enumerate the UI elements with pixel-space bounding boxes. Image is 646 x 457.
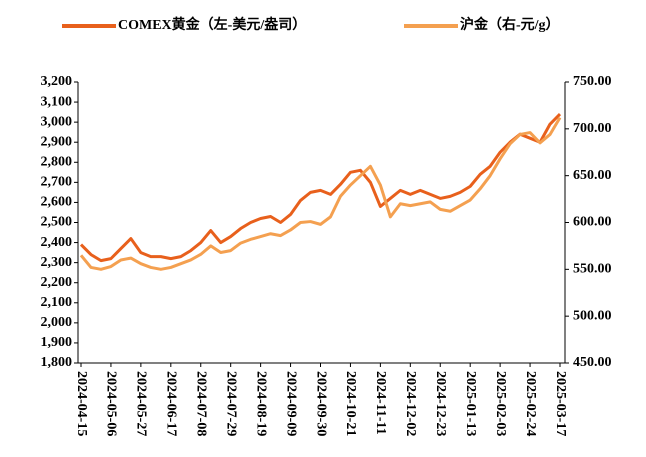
y-tick-label: 2,700 — [41, 175, 73, 190]
y2-tick-label: 500.00 — [573, 308, 612, 323]
x-tick-label: 2025-02-24 — [523, 371, 538, 436]
x-tick-label: 2024-05-06 — [104, 371, 119, 436]
x-tick-label: 2024-07-08 — [194, 371, 209, 436]
y2-tick-label: 450.00 — [573, 355, 612, 370]
x-tick-label: 2024-10-21 — [343, 371, 358, 436]
y-tick-label: 2,500 — [41, 215, 73, 230]
x-tick-label: 2024-07-29 — [223, 371, 238, 436]
y2-tick-label: 600.00 — [573, 215, 612, 230]
y-tick-label: 2,900 — [41, 134, 73, 149]
x-tick-label: 2025-01-13 — [463, 371, 478, 436]
x-tick-label: 2025-02-03 — [493, 371, 508, 436]
x-tick-label: 2025-03-17 — [553, 371, 568, 436]
y-tick-label: 3,000 — [41, 114, 73, 129]
y-tick-label: 2,300 — [41, 255, 73, 270]
series-line — [79, 116, 562, 271]
x-tick-label: 2024-06-17 — [164, 371, 179, 436]
y-tick-label: 2,100 — [41, 295, 73, 310]
y-tick-label: 1,900 — [41, 335, 73, 350]
x-tick-label: 2024-12-02 — [403, 371, 418, 436]
y-tick-label: 3,100 — [41, 94, 73, 109]
series-line — [79, 113, 562, 263]
x-tick-label: 2024-05-27 — [134, 371, 149, 436]
x-tick-label: 2024-11-11 — [373, 371, 388, 435]
x-tick-label: 2024-12-23 — [433, 371, 448, 436]
y-tick-label: 1,800 — [41, 355, 73, 370]
legend-label: COMEX黄金（左-美元/盎司） — [118, 16, 306, 33]
legend-label: 沪金（右-元/g） — [460, 16, 560, 33]
y2-tick-label: 750.00 — [573, 74, 612, 89]
y-tick-label: 2,400 — [41, 235, 73, 250]
y2-tick-label: 700.00 — [573, 121, 612, 136]
x-tick-label: 2024-09-09 — [283, 371, 298, 436]
y2-tick-label: 650.00 — [573, 168, 612, 183]
y-tick-label: 2,000 — [41, 315, 73, 330]
y-tick-label: 2,800 — [41, 155, 73, 170]
y-tick-label: 2,200 — [41, 275, 73, 290]
x-tick-label: 2024-09-30 — [313, 371, 328, 436]
y-tick-label: 2,600 — [41, 195, 73, 210]
y-tick-label: 3,200 — [41, 74, 73, 89]
x-tick-label: 2024-04-15 — [74, 371, 89, 436]
x-tick-label: 2024-08-19 — [253, 371, 268, 436]
y2-tick-label: 550.00 — [573, 262, 612, 277]
